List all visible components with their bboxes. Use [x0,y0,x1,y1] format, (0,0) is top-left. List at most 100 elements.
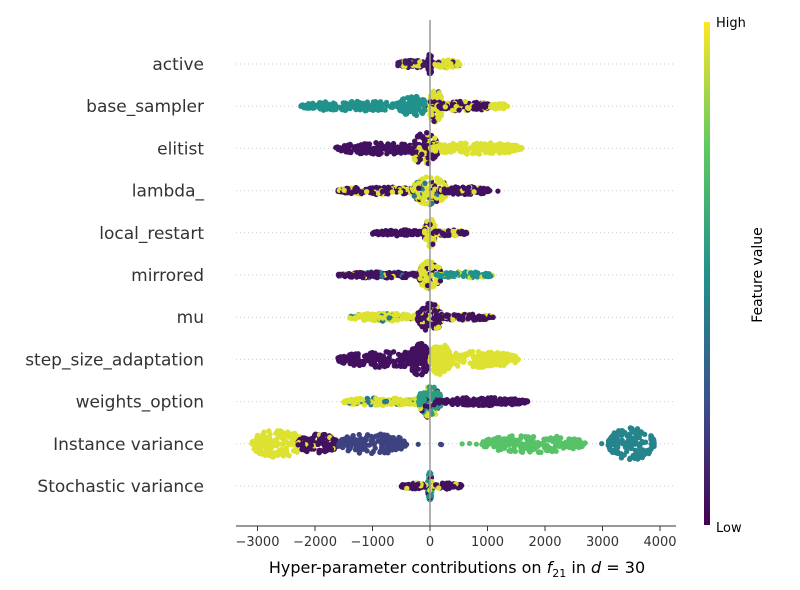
shap-point [411,156,417,162]
feature-row [335,341,521,378]
shap-point [408,314,414,320]
shap-point [379,273,385,280]
x-tick-label: −3000 [236,535,280,550]
feature-label: active [152,55,204,75]
shap-point [617,430,624,436]
shap-point [450,317,456,323]
shap-point [407,401,414,407]
shap-point [463,229,469,236]
shap-point [627,425,633,431]
shap-point [388,274,394,281]
shap-point [324,106,330,112]
shap-point [379,228,385,234]
shap-point [463,141,469,147]
shap-point [480,147,487,153]
shap-point [414,354,420,360]
shap-point [416,394,422,400]
shap-point [459,441,465,447]
shap-point [378,101,384,108]
shap-point [442,104,448,110]
shap-point [412,138,418,144]
shap-point [490,351,496,357]
shap-point [459,357,465,363]
shap-point [408,94,415,100]
shap-point [341,187,347,193]
shap-point [443,149,449,156]
shap-point [529,442,535,449]
feature-label: weights_option [76,393,204,413]
shap-point [366,141,373,147]
shap-point [415,347,421,354]
shap-point [472,145,478,151]
shap-point [496,144,502,150]
shap-point [383,349,389,355]
shap-point [399,400,406,407]
shap-point [449,401,456,408]
shap-point [493,148,499,154]
shap-point [481,101,487,107]
shap-point [422,180,428,186]
shap-point [404,108,410,114]
shap-point [484,437,490,443]
shap-point [330,437,336,443]
shap-point [386,185,392,191]
shap-point [498,445,504,451]
shap-point [420,97,426,103]
shap-point [471,189,477,195]
shap-point [480,396,486,402]
shap-point [408,356,414,362]
shap-point [382,399,388,405]
shap-point [341,398,348,405]
shap-point [388,104,394,110]
shap-point [462,395,468,401]
shap-point [436,313,442,319]
shap-point [496,352,502,358]
shap-point [390,140,397,147]
shap-point [424,201,430,207]
shap-point [439,230,445,236]
shap-point [552,443,559,449]
shap-point [415,133,421,139]
shap-point [373,433,379,439]
shap-point [445,228,452,234]
shap-point [419,110,426,117]
shap-point [424,130,430,136]
shap-point [399,230,405,236]
x-tick-label: 1000 [471,535,504,550]
shap-point [478,141,484,147]
colorbar-high-label: High [716,16,746,31]
shap-point [378,359,384,366]
shap-point [328,446,335,452]
shap-point [651,442,657,449]
shap-point [439,144,445,150]
shap-point [413,96,420,102]
shap-point [524,434,530,440]
shap-point [308,442,314,449]
shap-point [361,440,368,447]
shap-point [281,433,287,439]
feature-row [341,384,531,420]
shap-point [394,148,401,154]
shap-point [345,105,352,112]
shap-point [499,401,505,407]
shap-point [270,454,277,460]
x-tick-label: 2000 [528,535,561,550]
shap-point [448,61,454,67]
shap-point [323,101,329,107]
shap-point [430,153,436,159]
shap-point [469,399,475,405]
shap-point [515,401,522,407]
shap-point [394,363,400,369]
shap-point [413,371,420,378]
shap-point [420,197,426,203]
shap-point [360,314,366,320]
shap-point [422,145,428,151]
shap-point [558,435,564,441]
shap-point [416,185,422,191]
feature-row [394,51,463,77]
shap-point [488,273,494,279]
shap-point [633,451,639,457]
shap-point [384,151,390,157]
shap-point [618,451,624,457]
shap-point [416,180,422,186]
